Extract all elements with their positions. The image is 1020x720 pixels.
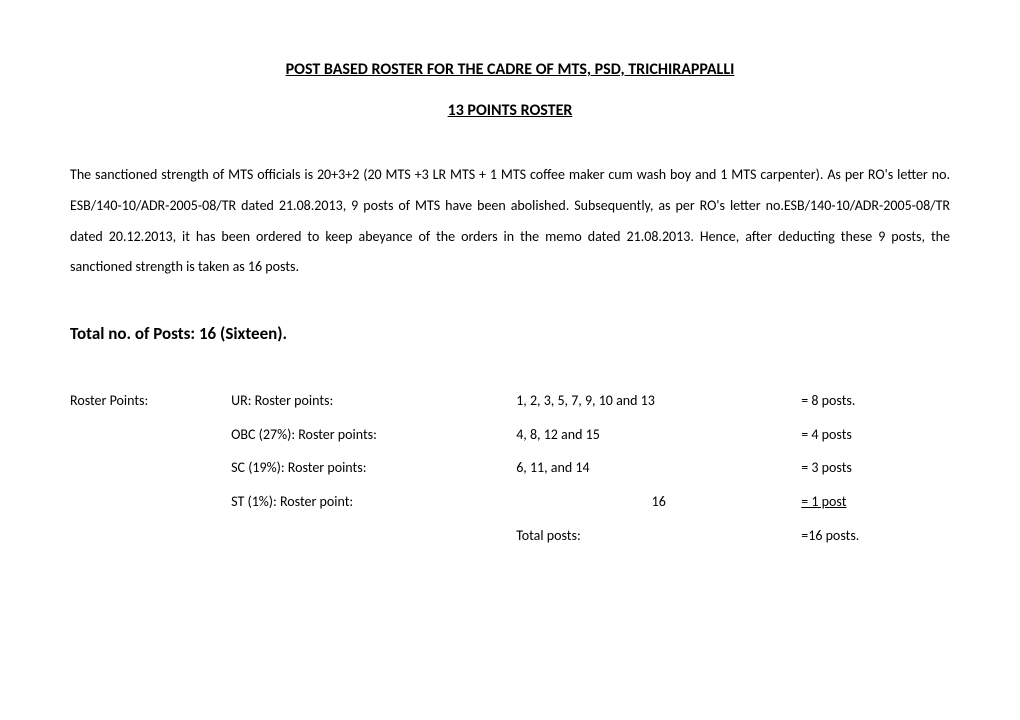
total-posts-heading: Total no. of Posts: 16 (Sixteen). [70,323,950,344]
roster-count: = 3 posts [801,451,950,485]
roster-count: = 4 posts [801,418,950,452]
roster-points-table: Roster Points: UR: Roster points: 1, 2, … [70,384,950,552]
roster-category [231,519,516,553]
roster-category: SC (19%): Roster points: [231,451,516,485]
roster-count: = 8 posts. [801,384,950,418]
roster-label-empty [70,485,231,519]
roster-points: Total posts: [516,519,801,553]
roster-label-empty [70,418,231,452]
roster-label: Roster Points: [70,384,231,418]
roster-category: UR: Roster points: [231,384,516,418]
table-row: Roster Points: UR: Roster points: 1, 2, … [70,384,950,418]
table-row: OBC (27%): Roster points: 4, 8, 12 and 1… [70,418,950,452]
document-subtitle: 13 POINTS ROSTER [70,101,950,120]
table-row: Total posts: =16 posts. [70,519,950,553]
roster-label-empty [70,519,231,553]
table-row: SC (19%): Roster points: 6, 11, and 14 =… [70,451,950,485]
document-title: POST BASED ROSTER FOR THE CADRE OF MTS, … [70,60,950,79]
roster-points: 16 [516,485,801,519]
roster-points: 6, 11, and 14 [516,451,801,485]
roster-count: = 1 post [801,485,950,519]
roster-category: OBC (27%): Roster points: [231,418,516,452]
roster-label-empty [70,451,231,485]
intro-paragraph: The sanctioned strength of MTS officials… [70,160,950,283]
roster-points: 1, 2, 3, 5, 7, 9, 10 and 13 [516,384,801,418]
roster-count: =16 posts. [801,519,950,553]
roster-points: 4, 8, 12 and 15 [516,418,801,452]
roster-category: ST (1%): Roster point: [231,485,516,519]
table-row: ST (1%): Roster point: 16 = 1 post [70,485,950,519]
